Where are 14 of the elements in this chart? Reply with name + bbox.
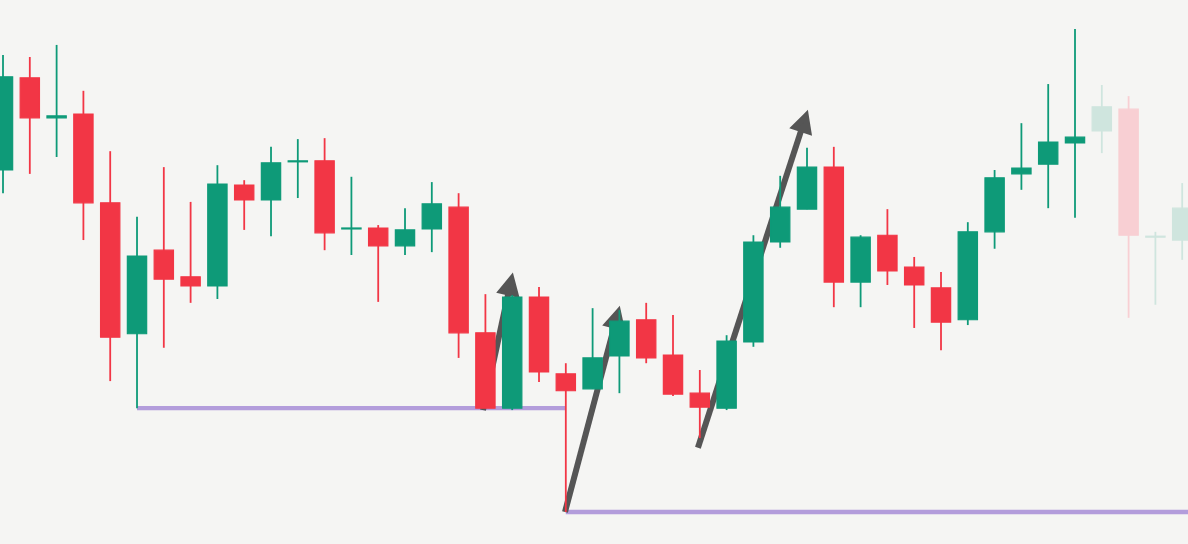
candlestick (287, 138, 309, 199)
candlestick (233, 179, 255, 231)
candlestick (367, 224, 389, 303)
candlestick (1011, 122, 1032, 191)
candlestick (394, 207, 416, 256)
candlestick (46, 44, 67, 158)
candlestick (341, 175, 362, 256)
candlestick (903, 256, 925, 329)
candlestick (555, 362, 577, 513)
candlestick (180, 201, 201, 304)
candlestick (1064, 28, 1086, 219)
candlestick (1037, 83, 1059, 210)
candlestick (689, 369, 711, 439)
candlestick (1145, 230, 1166, 306)
